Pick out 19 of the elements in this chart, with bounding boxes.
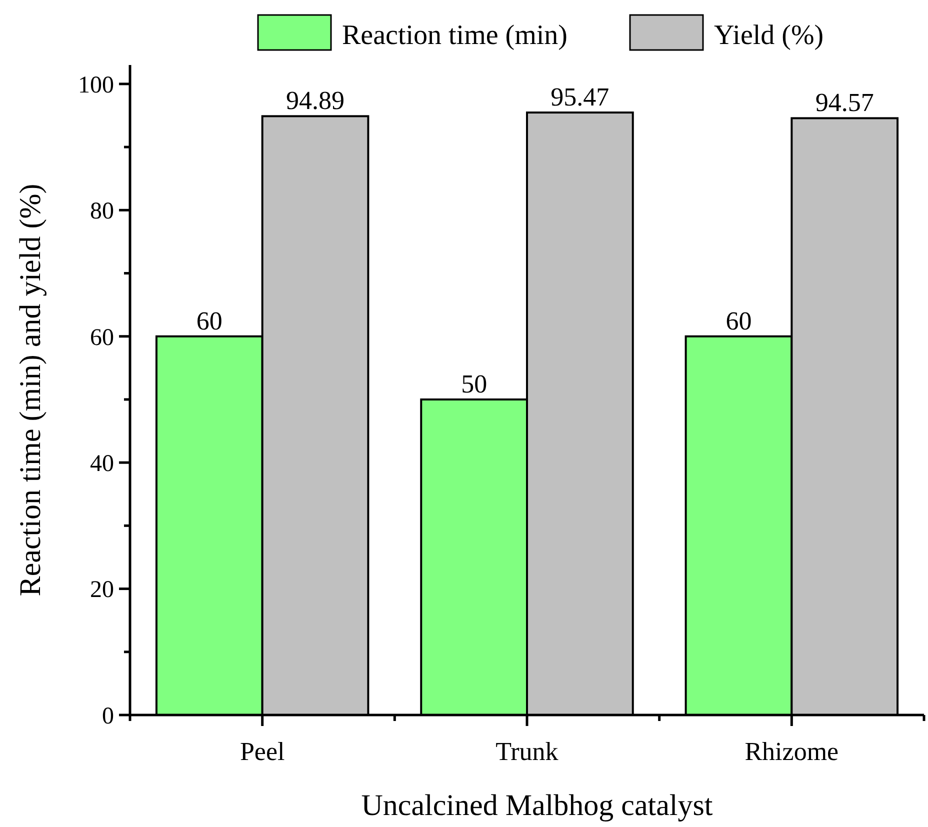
data-label: 94.57 (815, 88, 874, 118)
y-axis-title: Reaction time (min) and yield (%) (14, 184, 47, 596)
data-label: 60 (726, 306, 752, 336)
y-tick-label: 40 (90, 450, 114, 477)
y-tick-label: 100 (78, 72, 114, 98)
x-tick-label: Trunk (496, 737, 558, 766)
data-label: 94.89 (286, 86, 345, 116)
y-tick-label: 60 (90, 324, 114, 351)
x-axis-title: Uncalcined Malbhog catalyst (361, 789, 714, 822)
data-label: 50 (461, 369, 488, 398)
data-label: 60 (196, 306, 222, 336)
data-label: 95.47 (550, 82, 610, 112)
x-tick-label: Rhizome (744, 737, 839, 766)
y-tick-label: 0 (102, 703, 114, 730)
x-tick-label: Peel (240, 737, 285, 766)
y-tick-label: 20 (90, 577, 114, 604)
legend-label: Reaction time (min) (342, 20, 568, 51)
y-tick-label: 80 (90, 198, 114, 225)
legend-label: Yield (%) (714, 20, 824, 51)
